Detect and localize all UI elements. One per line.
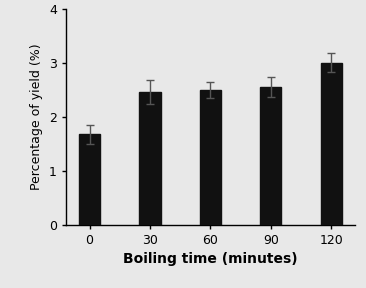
- Bar: [79, 134, 100, 225]
- Y-axis label: Percentage of yield (%): Percentage of yield (%): [30, 43, 43, 190]
- Bar: [321, 63, 342, 225]
- Bar: [260, 87, 281, 225]
- X-axis label: Boiling time (minutes): Boiling time (minutes): [123, 252, 298, 266]
- Bar: [200, 90, 221, 225]
- Bar: [139, 92, 161, 225]
